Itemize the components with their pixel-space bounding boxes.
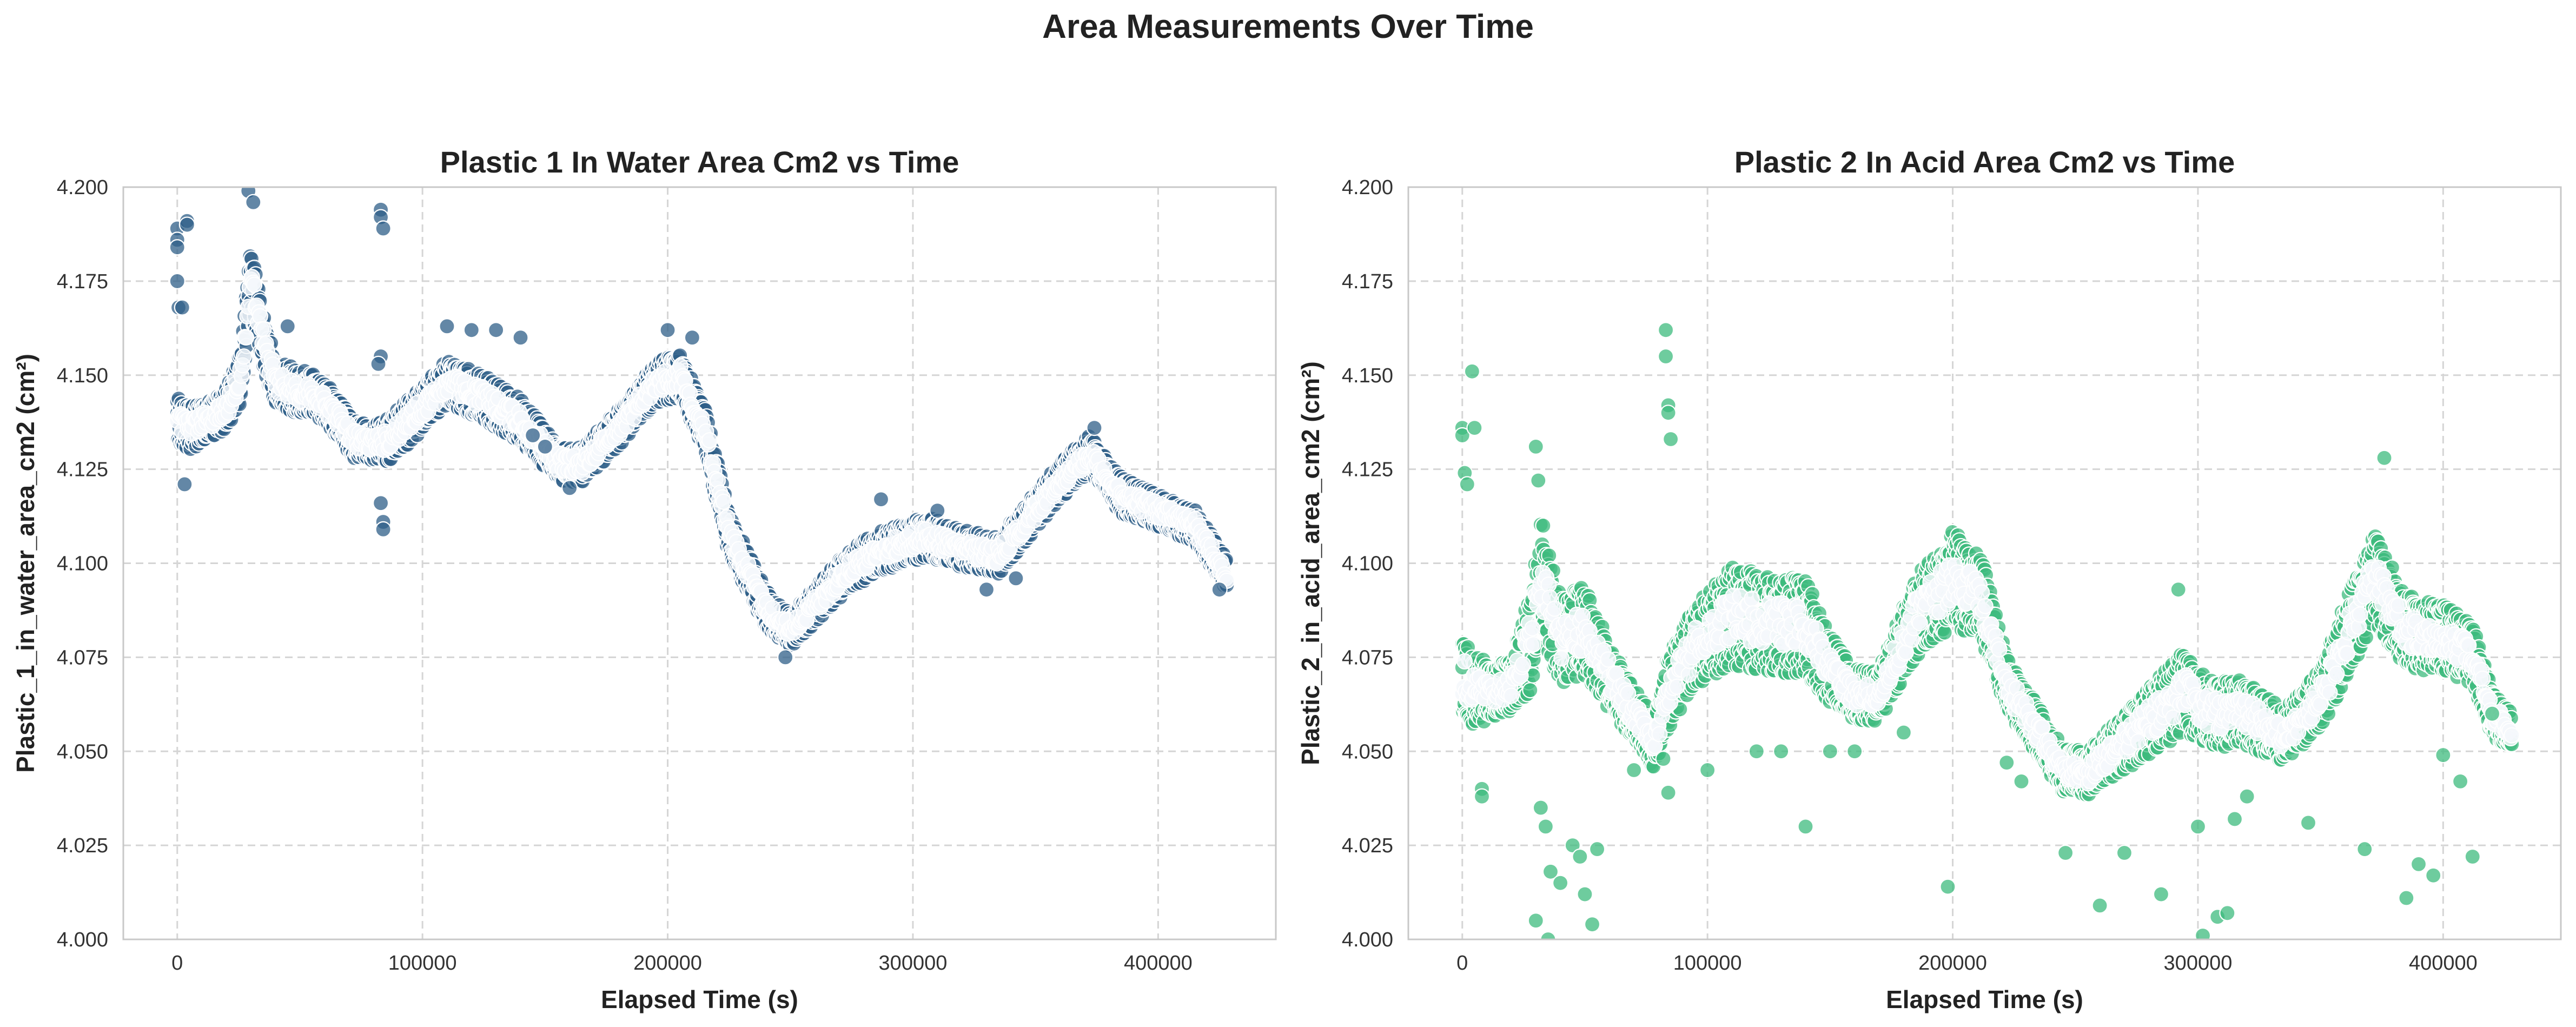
figure-suptitle: Area Measurements Over Time bbox=[1042, 8, 1534, 45]
x-tick-label: 0 bbox=[171, 952, 183, 975]
chart-panel-2: 0 100000 200000 300000 4000004.0004.0254.050… bbox=[1296, 145, 2562, 1013]
scatter-point bbox=[238, 329, 255, 346]
scatter-point bbox=[1522, 682, 1539, 699]
y-tick-label: 4.025 bbox=[57, 834, 108, 857]
scatter-outlier bbox=[279, 318, 296, 335]
x-tick-label: 400000 bbox=[1124, 952, 1193, 975]
scatter-outlier bbox=[777, 649, 794, 666]
scatter-point bbox=[255, 321, 272, 338]
scatter-outlier bbox=[372, 495, 389, 512]
scatter-outlier bbox=[1211, 581, 1228, 598]
x-tick-label: 200000 bbox=[633, 952, 702, 975]
scatter-outlier bbox=[929, 502, 946, 519]
y-tick-label: 4.150 bbox=[57, 365, 108, 387]
scatter-outlier bbox=[1086, 420, 1103, 436]
scatter-outlier bbox=[512, 329, 529, 346]
scatter-point bbox=[715, 493, 732, 510]
scatter-outlier bbox=[176, 476, 193, 493]
scatter-point bbox=[1456, 653, 1473, 670]
scatter-outlier bbox=[178, 216, 195, 233]
panel-title: Plastic 1 In Water Area Cm2 vs Time bbox=[440, 145, 959, 179]
y-axis-label: Plastic_1_in_water_area_cm2 (cm²) bbox=[11, 354, 39, 773]
scatter-outlier bbox=[463, 322, 480, 339]
axes-frame bbox=[122, 186, 1277, 940]
scatter-outlier bbox=[537, 438, 553, 455]
scatter-points bbox=[1454, 322, 2520, 939]
scatter-outlier bbox=[978, 581, 995, 598]
x-tick-label: 300000 bbox=[879, 952, 948, 975]
scatter-outlier bbox=[169, 273, 186, 289]
scatter-point bbox=[1541, 547, 1558, 564]
x-axis-label: Elapsed Time (s) bbox=[601, 985, 798, 1013]
scatter-points bbox=[169, 187, 1235, 666]
chart-panel-1: 0 100000 200000 300000 400000 4.000 4.025 4.050… bbox=[11, 145, 1277, 1013]
scatter-outlier bbox=[439, 318, 455, 335]
scatter-outlier bbox=[169, 239, 186, 256]
scatter-outlier bbox=[525, 427, 541, 444]
y-tick-label: 4.000 bbox=[57, 929, 108, 951]
scatter-outlier bbox=[174, 299, 190, 316]
y-tick-label: 4.075 bbox=[57, 646, 108, 669]
x-tick-label: 100000 bbox=[388, 952, 457, 975]
scatter-outlier bbox=[684, 329, 700, 346]
scatter-outlier bbox=[375, 220, 392, 237]
scatter-outlier bbox=[659, 322, 676, 339]
y-tick-label: 4.125 bbox=[57, 459, 108, 481]
scatter-outlier bbox=[245, 194, 262, 210]
scatter-outlier bbox=[375, 521, 392, 538]
y-tick-label: 4.050 bbox=[57, 740, 108, 763]
scatter-outlier bbox=[561, 480, 578, 496]
scatter-outlier bbox=[370, 355, 387, 372]
y-tick-label: 4.175 bbox=[57, 270, 108, 293]
scatter-outlier bbox=[488, 322, 505, 339]
scatter-point bbox=[246, 276, 263, 293]
scatter-outlier bbox=[872, 491, 890, 508]
scatter-outlier bbox=[1008, 570, 1024, 587]
y-tick-label: 4.200 bbox=[57, 176, 108, 199]
y-tick-label: 4.100 bbox=[57, 553, 108, 575]
scatter-point bbox=[701, 432, 718, 449]
scatter-point bbox=[235, 348, 252, 365]
